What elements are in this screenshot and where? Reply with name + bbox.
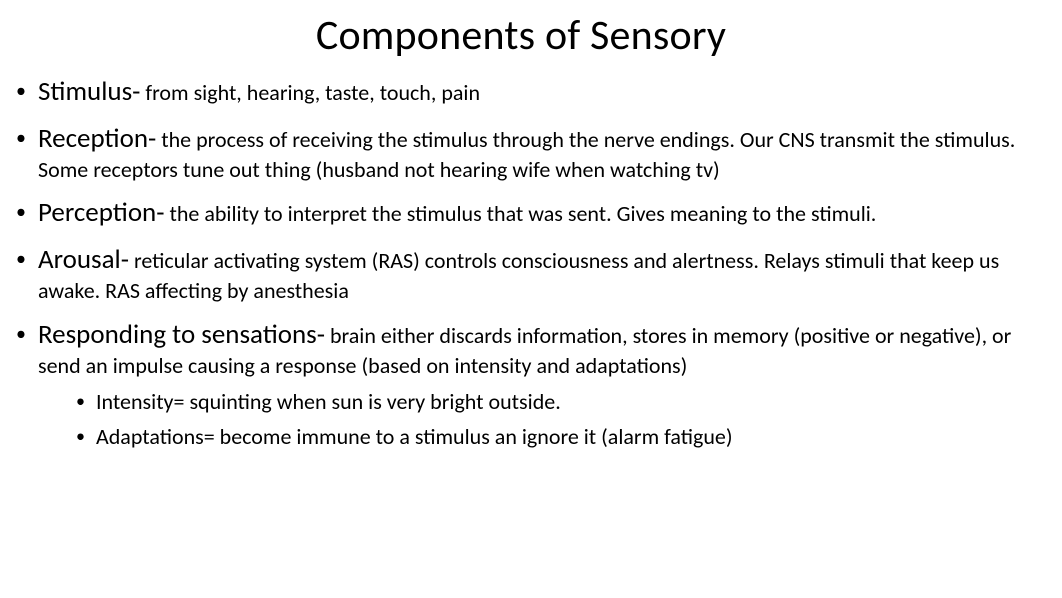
- term-label: Perception-: [38, 196, 165, 229]
- list-item: Responding to sensations- brain either d…: [16, 318, 1032, 452]
- sub-list-item: Intensity= squinting when sun is very br…: [76, 388, 1032, 417]
- slide-title: Components of Sensory: [10, 10, 1032, 61]
- list-item: Arousal- reticular activating system (RA…: [16, 243, 1032, 306]
- list-item: Perception- the ability to interpret the…: [16, 196, 1032, 231]
- term-label: Reception-: [38, 122, 156, 155]
- list-item: Stimulus- from sight, hearing, taste, to…: [16, 75, 1032, 110]
- item-desc: the ability to interpret the stimulus th…: [165, 200, 877, 227]
- item-desc: from sight, hearing, taste, touch, pain: [140, 79, 480, 106]
- term-label: Responding to sensations-: [38, 318, 325, 351]
- bullet-list: Stimulus- from sight, hearing, taste, to…: [10, 75, 1032, 451]
- slide: Components of Sensory Stimulus- from sig…: [0, 0, 1062, 598]
- sub-bullet-list: Intensity= squinting when sun is very br…: [38, 388, 1032, 451]
- term-label: Stimulus-: [38, 75, 140, 108]
- item-desc: the process of receiving the stimulus th…: [38, 126, 1015, 184]
- sub-list-item: Adaptations= become immune to a stimulus…: [76, 423, 1032, 452]
- list-item: Reception- the process of receiving the …: [16, 122, 1032, 185]
- term-label: Arousal-: [38, 243, 129, 276]
- item-desc: reticular activating system (RAS) contro…: [38, 247, 999, 305]
